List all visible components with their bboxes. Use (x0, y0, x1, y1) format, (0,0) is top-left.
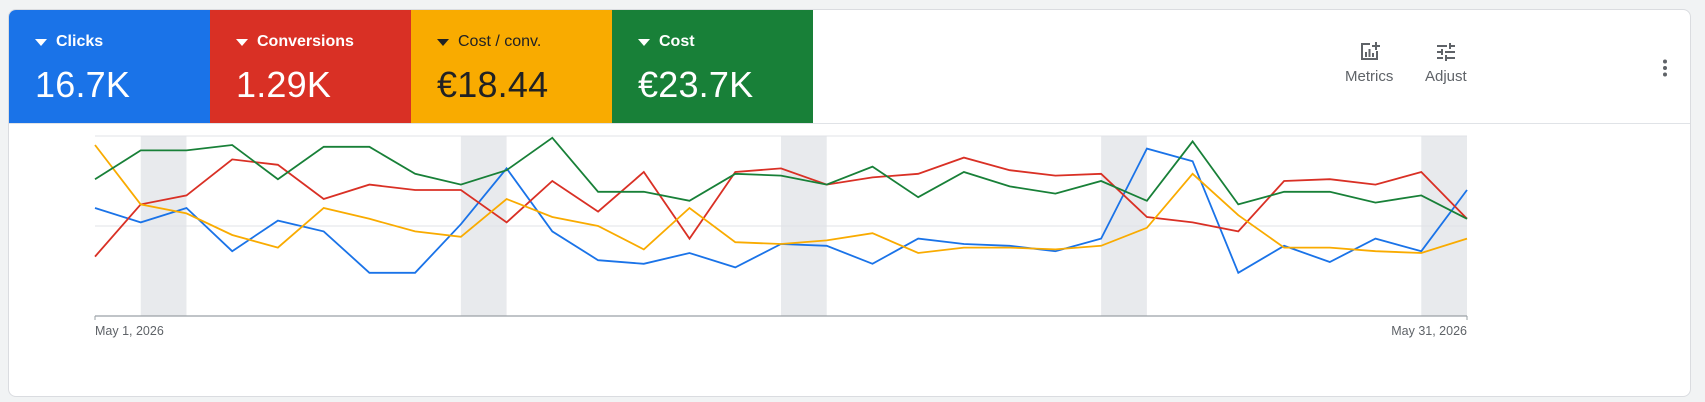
series-line-cost-conv (94, 144, 1468, 254)
metric-value: €18.44 (437, 64, 549, 105)
metric-tile-cost-conv[interactable]: Cost / conv. €18.44 (411, 10, 612, 123)
metric-tile-clicks[interactable]: Clicks 16.7K (9, 10, 210, 123)
metric-name: Cost / conv. (458, 33, 542, 50)
dropdown-arrow-icon (35, 38, 47, 46)
metric-tile-label: Clicks (35, 32, 210, 52)
metric-name: Cost (659, 33, 695, 50)
metric-tile-label: Cost / conv. (437, 32, 612, 52)
dropdown-arrow-icon (236, 38, 248, 46)
series-line-cost (94, 136, 1468, 220)
dropdown-arrow-icon (437, 38, 449, 46)
metric-tile-conversions[interactable]: Conversions 1.29K (210, 10, 411, 123)
x-tick-label-end: May 31, 2026 (1391, 324, 1467, 338)
x-tick-label-start: May 1, 2026 (95, 324, 164, 338)
adjust-button[interactable]: Adjust (1425, 40, 1467, 85)
dropdown-arrow-icon (638, 38, 650, 46)
metric-name: Clicks (56, 33, 104, 50)
metric-tile-label: Cost (638, 32, 813, 52)
performance-card: Clicks 16.7K Conversions 1.29K Cost / conv. €… (8, 9, 1691, 397)
metric-tile-cost[interactable]: Cost €23.7K (612, 10, 813, 123)
metric-value: 1.29K (236, 64, 332, 105)
metric-tile-label: Conversions (236, 32, 411, 52)
metrics-label: Metrics (1345, 68, 1394, 85)
metric-tiles: Clicks 16.7K Conversions 1.29K Cost / conv. €… (9, 10, 813, 123)
series-line-conversions (94, 156, 1468, 258)
line-chart: May 1, 2026 May 31, 2026 (94, 135, 1468, 338)
metric-value: 16.7K (35, 64, 131, 105)
metric-name: Conversions (257, 33, 354, 50)
metrics-icon (1361, 42, 1381, 60)
adjust-label: Adjust (1425, 68, 1467, 85)
more-vert-icon (1663, 59, 1667, 77)
more-options-button[interactable] (1653, 56, 1677, 80)
metrics-button[interactable]: Metrics (1345, 40, 1393, 85)
metric-value: €23.7K (638, 64, 754, 105)
tiles-divider (9, 123, 1690, 124)
tune-icon (1436, 43, 1455, 61)
